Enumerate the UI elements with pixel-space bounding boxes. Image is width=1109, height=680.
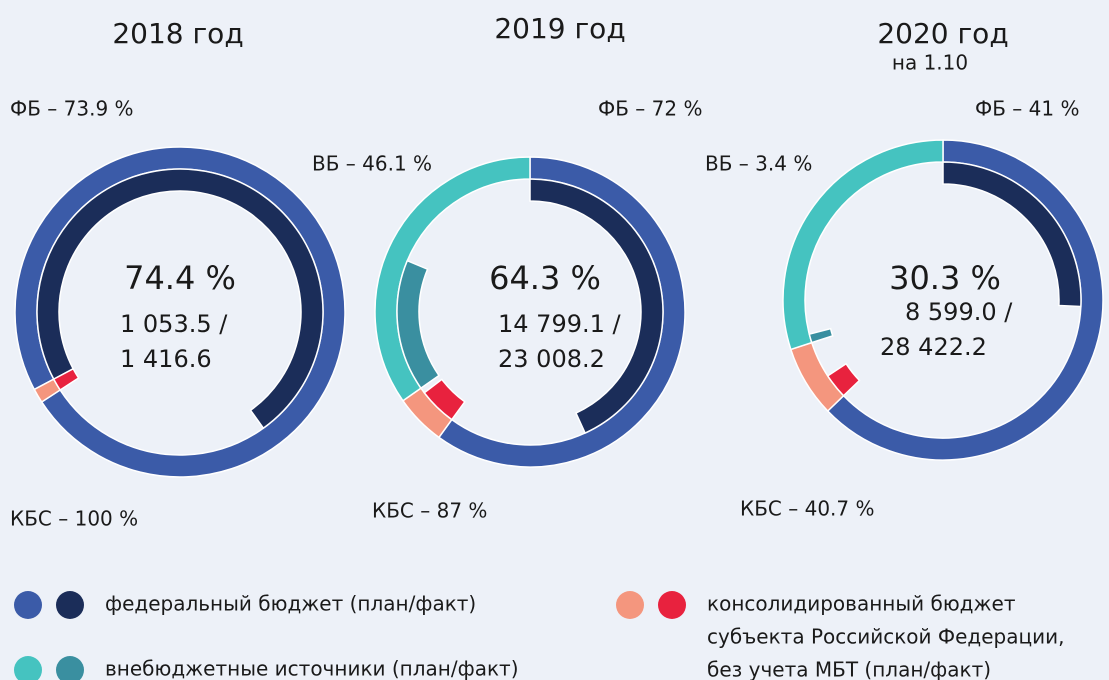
center-percent: 64.3 % <box>489 259 601 297</box>
legend-swatch <box>56 656 84 680</box>
legend-swatch <box>658 591 686 619</box>
source-label: КБС – 87 % <box>372 499 487 523</box>
plan-segment <box>782 139 944 351</box>
legend-text: без учета МБТ (план/факт) <box>707 658 991 680</box>
fact-total: 1 053.5 / <box>120 310 228 338</box>
legend-swatch <box>56 591 84 619</box>
legend-swatch <box>14 656 42 680</box>
fact-total: 14 799.1 / <box>498 310 622 338</box>
chart-title: 2020 год <box>877 17 1008 50</box>
fact-total: 8 599.0 / <box>905 298 1013 326</box>
plan-total: 1 416.6 <box>120 345 212 373</box>
source-label: КБС – 40.7 % <box>740 497 875 521</box>
fact-segment <box>942 161 1082 308</box>
source-label: ВБ – 46.1 % <box>312 152 432 176</box>
source-label: КБС – 100 % <box>10 507 138 531</box>
fact-segment <box>423 378 466 421</box>
source-label: ВБ – 3.4 % <box>705 152 812 176</box>
chart-title: 2019 год <box>494 12 625 45</box>
chart-subtitle: на 1.10 <box>892 51 968 75</box>
source-label: ФБ – 72 % <box>598 97 702 121</box>
legend-swatch <box>14 591 42 619</box>
fact-segment <box>808 327 834 344</box>
legend-text: консолидированный бюджет <box>707 592 1016 616</box>
fact-segment <box>52 367 80 392</box>
fact-segment <box>396 259 441 390</box>
legend-text: федеральный бюджет (план/факт) <box>105 592 476 616</box>
fact-segment <box>529 178 664 435</box>
center-percent: 74.4 % <box>124 259 236 297</box>
fact-segment <box>36 168 324 430</box>
legend-text: внебюджетные источники (план/факт) <box>105 657 519 680</box>
source-label: ФБ – 41 % <box>975 97 1079 121</box>
source-label: ФБ – 73.9 % <box>10 97 134 121</box>
center-percent: 30.3 % <box>889 259 1001 297</box>
legend-text: субъекта Российской Федерации, <box>707 625 1064 649</box>
chart-title: 2018 год <box>112 17 243 50</box>
plan-total: 28 422.2 <box>880 333 987 361</box>
plan-total: 23 008.2 <box>498 345 605 373</box>
fact-segment <box>826 362 861 397</box>
legend-swatch <box>616 591 644 619</box>
